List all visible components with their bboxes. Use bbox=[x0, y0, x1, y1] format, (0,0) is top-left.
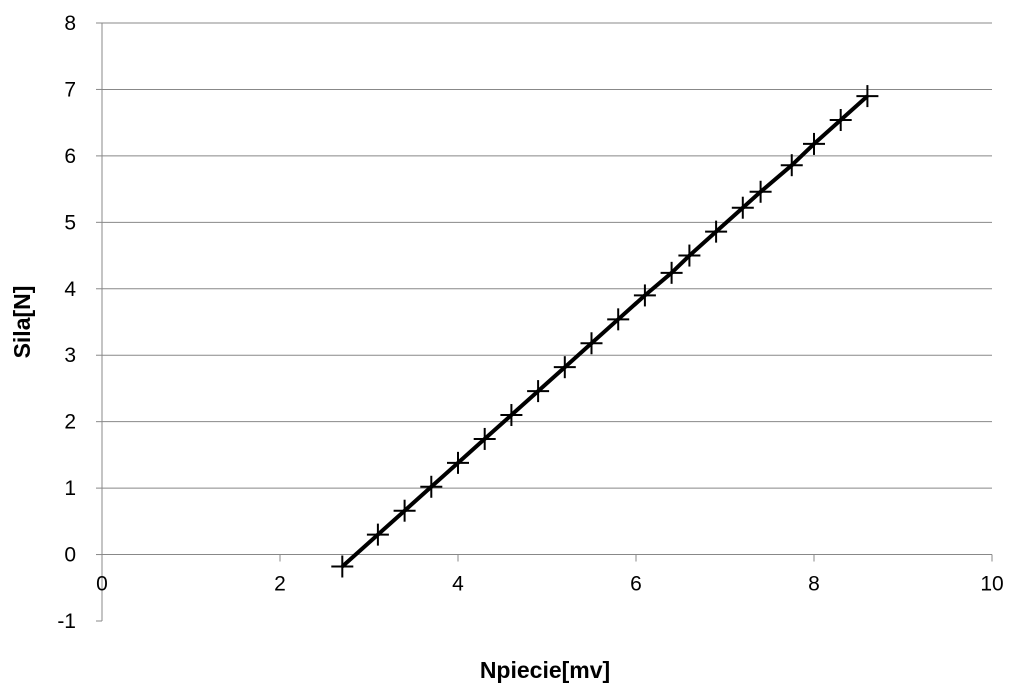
y-tick-label: 0 bbox=[64, 544, 76, 567]
axes bbox=[96, 23, 992, 621]
x-tick-label: 6 bbox=[630, 573, 642, 596]
y-tick-label: 7 bbox=[64, 78, 76, 101]
y-tick-label: 4 bbox=[64, 278, 76, 301]
x-tick-label: 10 bbox=[980, 573, 1003, 596]
x-tick-label: 0 bbox=[96, 573, 108, 596]
y-tick-labels: -1 0 1 2 3 4 5 6 7 8 bbox=[57, 12, 76, 633]
y-tick-label: 2 bbox=[64, 411, 76, 434]
x-tick-label: 4 bbox=[452, 573, 464, 596]
y-tick-label: 8 bbox=[64, 12, 76, 35]
x-axis-title: Npiecie[mv] bbox=[480, 657, 610, 683]
series-group bbox=[331, 85, 878, 577]
y-tick-label: 1 bbox=[64, 477, 76, 500]
y-tick-label: -1 bbox=[57, 610, 76, 633]
gridlines bbox=[102, 23, 992, 488]
y-tick-label: 6 bbox=[64, 145, 76, 168]
series-line bbox=[342, 96, 867, 566]
y-tick-label: 3 bbox=[64, 344, 76, 367]
y-tick-label: 5 bbox=[64, 211, 76, 234]
x-tick-labels: 0 2 4 6 8 10 bbox=[96, 573, 1004, 596]
x-tick-label: 2 bbox=[274, 573, 286, 596]
y-axis-title: Sila[N] bbox=[9, 286, 35, 359]
x-tick-label: 8 bbox=[808, 573, 820, 596]
